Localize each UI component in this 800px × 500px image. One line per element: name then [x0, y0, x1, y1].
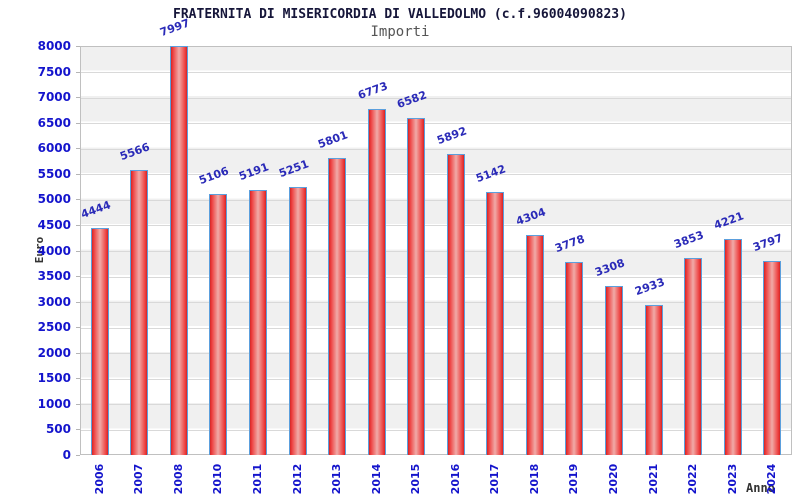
bar-2013 [328, 158, 347, 455]
bar-2016 [446, 153, 465, 455]
bar-2023 [723, 239, 742, 455]
gridline [81, 251, 791, 252]
y-tick-mark [76, 122, 80, 124]
y-tick-label: 3000 [37, 294, 71, 309]
bar-2007 [130, 170, 149, 455]
x-tick-label: 2018 [527, 463, 541, 495]
gridline [81, 353, 791, 355]
x-tick-label: 2020 [607, 463, 620, 495]
y-tick-label: 8000 [37, 39, 71, 53]
y-tick-mark [76, 429, 80, 431]
y-tick-mark [76, 97, 80, 99]
gridline [81, 225, 791, 227]
x-tick-label: 2023 [725, 463, 739, 495]
y-tick-mark [76, 250, 80, 252]
gridline [81, 148, 791, 150]
bar-2008 [169, 46, 188, 455]
y-tick-label: 6500 [37, 115, 71, 130]
y-tick-mark [76, 199, 80, 201]
y-tick-mark [76, 455, 80, 456]
y-tick-mark [76, 173, 80, 175]
y-tick-label: 5000 [37, 192, 71, 207]
y-tick-label: 3500 [37, 269, 71, 284]
gridline [81, 404, 791, 406]
y-tick-label: 0 [62, 448, 71, 462]
y-tick-label: 2000 [37, 345, 71, 360]
gridline [81, 276, 791, 278]
chart-title: FRATERNITA DI MISERICORDIA DI VALLEDOLMO… [173, 7, 627, 22]
chart-subtitle: Importi [370, 24, 430, 40]
y-tick-mark [76, 327, 80, 329]
y-tick-label: 7000 [37, 90, 71, 105]
y-tick-mark [76, 301, 80, 303]
gridline [81, 123, 791, 125]
x-tick-label: 2008 [171, 463, 185, 495]
bar-2012 [288, 186, 307, 455]
y-tick-label: 2500 [37, 320, 71, 335]
plot-area [80, 46, 792, 455]
y-tick-mark [76, 276, 80, 278]
x-tick-label: 2012 [290, 463, 304, 495]
bar-2022 [684, 258, 703, 455]
y-tick-mark [76, 403, 80, 405]
y-tick-label: 5500 [37, 166, 71, 181]
bar-2011 [249, 189, 267, 455]
x-tick-label: 2011 [251, 463, 264, 495]
bar-2024 [763, 260, 782, 455]
x-tick-label: 2010 [211, 463, 225, 495]
x-tick-label: 2019 [567, 463, 581, 495]
x-tick-label: 2014 [369, 463, 383, 495]
bar-2019 [565, 261, 584, 455]
y-tick-mark [76, 148, 80, 150]
y-tick-label: 1500 [37, 371, 71, 386]
x-tick-label: 2007 [132, 463, 146, 495]
gridline [81, 72, 791, 74]
x-tick-label: 2022 [686, 463, 700, 495]
y-tick-mark [76, 224, 80, 226]
gridline [81, 302, 791, 304]
gridline [81, 327, 791, 329]
bar-2010 [209, 193, 228, 455]
x-axis-title: Anno [746, 481, 775, 495]
y-tick-label: 7500 [37, 64, 71, 79]
y-tick-mark [76, 71, 80, 73]
gridline [81, 378, 791, 380]
y-tick-label: 4500 [37, 217, 71, 232]
x-tick-label: 2015 [409, 463, 423, 495]
bar-2018 [525, 234, 544, 455]
bar-2015 [407, 118, 426, 455]
y-tick-mark [76, 46, 80, 47]
x-tick-label: 2006 [92, 463, 106, 495]
y-tick-mark [76, 378, 80, 380]
x-tick-label: 2016 [448, 463, 462, 495]
gridline [81, 97, 791, 99]
y-tick-label: 6000 [37, 141, 71, 156]
y-tick-label: 500 [45, 422, 71, 437]
y-tick-label: 1000 [37, 396, 71, 411]
x-tick-label: 2017 [488, 463, 502, 495]
bar-2014 [367, 108, 386, 455]
gridline [81, 174, 791, 176]
x-tick-label: 2021 [646, 463, 660, 495]
bar-2017 [486, 192, 505, 455]
y-tick-mark [76, 352, 80, 354]
gridline [81, 199, 791, 201]
bar-2020 [605, 285, 623, 455]
x-tick-label: 2024 [765, 463, 779, 495]
gridline [81, 429, 791, 431]
y-tick-label: 4000 [37, 243, 71, 258]
x-tick-label: 2013 [330, 463, 344, 495]
bar-2021 [644, 305, 663, 455]
bar-2006 [90, 227, 109, 455]
